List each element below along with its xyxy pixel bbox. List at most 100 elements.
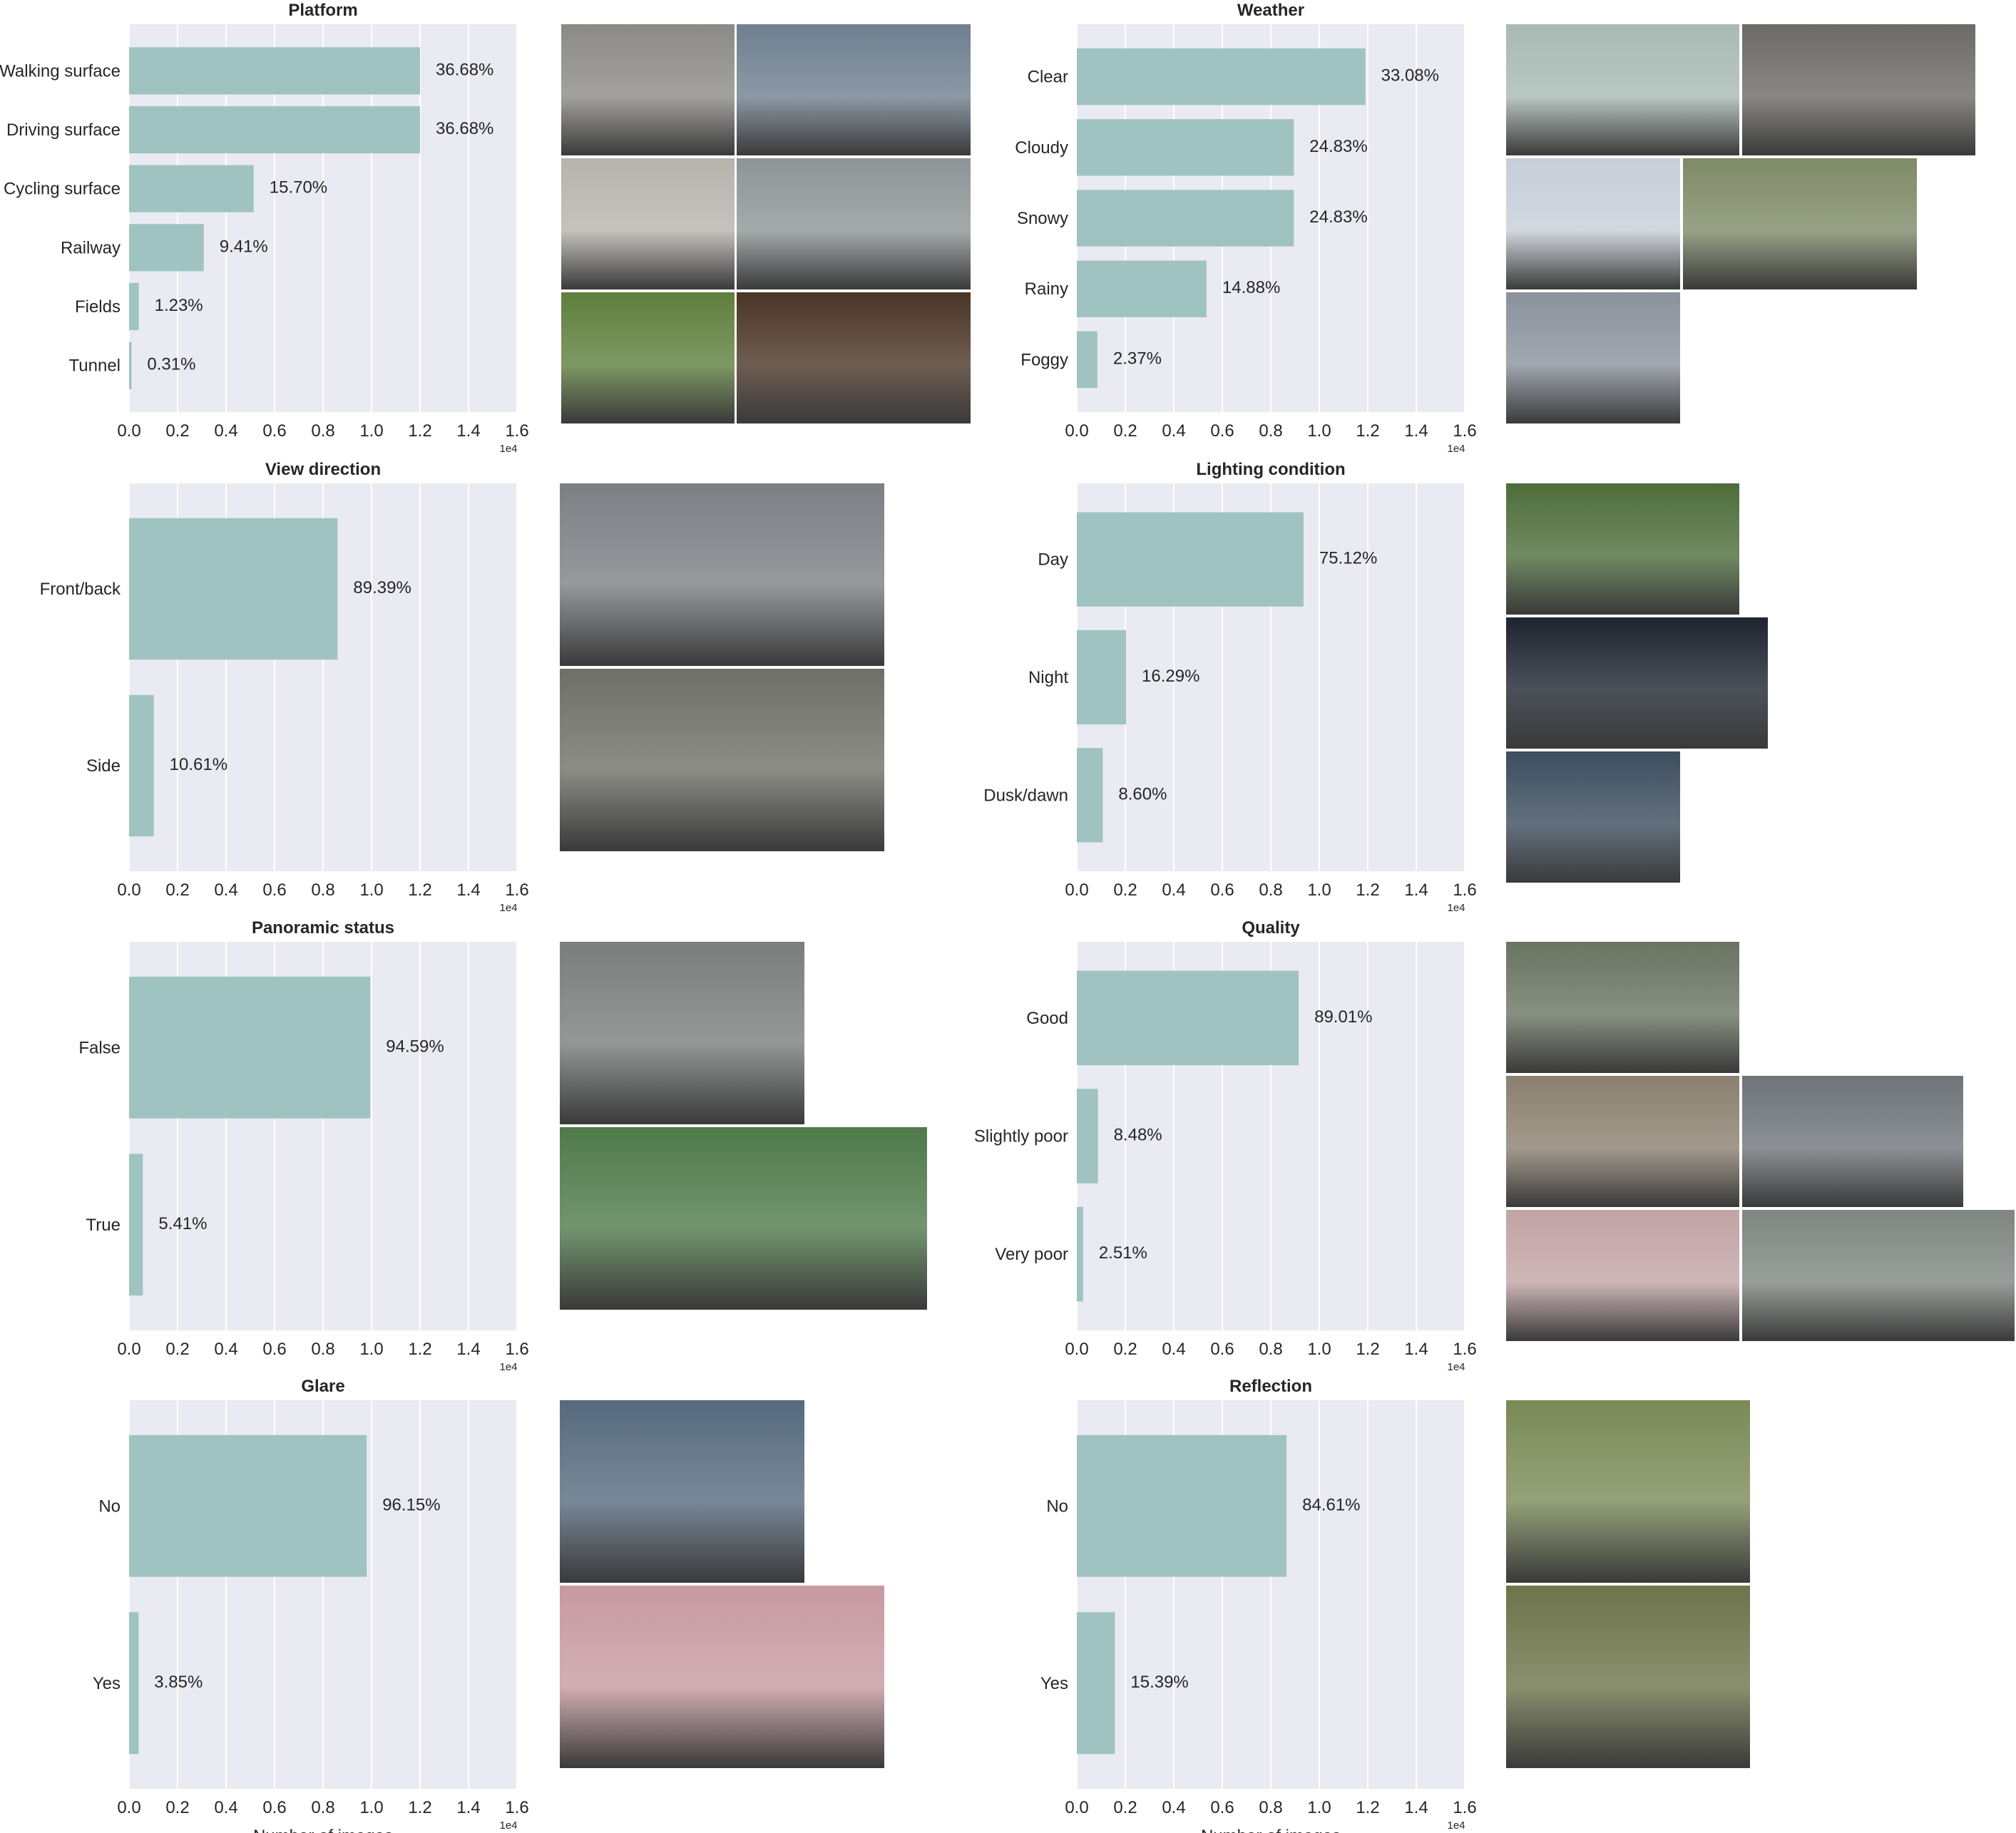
x-tick-label: 0.4 bbox=[214, 421, 237, 441]
x-tick-label: 1.2 bbox=[408, 880, 431, 900]
example-photo bbox=[1506, 942, 1739, 1073]
x-tick-label: 1.6 bbox=[505, 421, 528, 441]
x-axis-label: Number of images bbox=[1201, 1827, 1341, 1833]
example-photo bbox=[561, 24, 735, 155]
bar bbox=[1077, 190, 1294, 247]
y-tick-label: Very poor bbox=[995, 1245, 1068, 1264]
chart-glare: 0.0 0.2 0.4 0.6 0.8 1.0 1.2 1.4 1.6 1e4 Glare No 96.… bbox=[93, 1377, 529, 1833]
chart-title: Quality bbox=[1242, 918, 1300, 938]
data-label: 9.41% bbox=[220, 237, 268, 256]
x-tick-label: 0.0 bbox=[117, 421, 140, 441]
x-tick-label: 0.0 bbox=[1065, 880, 1088, 900]
x-tick-label: 0.2 bbox=[1113, 1340, 1137, 1359]
example-photo bbox=[1742, 1210, 2015, 1341]
x-tick-label: 1.2 bbox=[1356, 421, 1379, 441]
x-tick-label: 1.2 bbox=[408, 1340, 431, 1359]
example-photo bbox=[1506, 751, 1680, 883]
y-tick-label: Yes bbox=[1040, 1674, 1068, 1693]
data-label: 3.85% bbox=[154, 1673, 203, 1692]
y-tick-label: Good bbox=[1026, 1009, 1068, 1028]
x-offset-label: 1e4 bbox=[1447, 443, 1465, 455]
data-label: 16.29% bbox=[1142, 667, 1199, 686]
x-tick-label: 1.6 bbox=[505, 1798, 528, 1817]
x-tick-label: 0.2 bbox=[165, 1798, 189, 1817]
x-offset-label: 1e4 bbox=[499, 443, 517, 455]
example-photo bbox=[561, 158, 735, 289]
x-tick-label: 1.6 bbox=[1453, 1798, 1476, 1817]
x-tick-label: 0.4 bbox=[214, 1340, 237, 1359]
x-tick-label: 0.6 bbox=[262, 1798, 286, 1817]
x-tick-label: 1.0 bbox=[359, 421, 383, 441]
example-photo bbox=[1506, 1586, 1750, 1768]
x-tick-label: 0.6 bbox=[1210, 421, 1234, 441]
x-tick-label: 1.4 bbox=[1404, 880, 1428, 900]
x-tick-label: 1.0 bbox=[1307, 1340, 1331, 1359]
x-tick-label: 0.4 bbox=[1162, 421, 1185, 441]
x-tick-label: 1.2 bbox=[408, 421, 431, 441]
example-photo bbox=[560, 483, 884, 666]
x-tick-label: 0.4 bbox=[1162, 880, 1185, 900]
x-tick-label: 1.0 bbox=[1307, 1798, 1331, 1817]
example-photo bbox=[737, 292, 971, 423]
chart-panoramic-status: 0.0 0.2 0.4 0.6 0.8 1.0 1.2 1.4 1.6 1e4 Panoramic … bbox=[78, 918, 528, 1373]
example-photo bbox=[1506, 617, 1768, 749]
chart-title: View direction bbox=[265, 460, 381, 479]
data-label: 5.41% bbox=[158, 1214, 207, 1233]
data-label: 24.83% bbox=[1309, 137, 1367, 156]
y-tick-label: Cycling surface bbox=[4, 180, 121, 199]
bar bbox=[1077, 630, 1127, 725]
example-photo bbox=[1506, 292, 1680, 423]
y-tick-label: Fields bbox=[75, 297, 121, 317]
x-tick-label: 0.6 bbox=[262, 1340, 286, 1359]
x-tick-label: 1.6 bbox=[1453, 880, 1476, 900]
bar bbox=[129, 106, 420, 154]
chart-lighting-condition: 0.0 0.2 0.4 0.6 0.8 1.0 1.2 1.4 1.6 1e4 Lighting c… bbox=[983, 460, 1476, 914]
x-tick-label: 0.4 bbox=[214, 880, 237, 900]
y-tick-label: Night bbox=[1028, 668, 1068, 687]
bar bbox=[1077, 48, 1366, 106]
y-tick-label: Clear bbox=[1028, 68, 1068, 87]
example-photo bbox=[1506, 24, 1739, 155]
chart-quality: 0.0 0.2 0.4 0.6 0.8 1.0 1.2 1.4 1.6 1e4 Quality Goo… bbox=[974, 918, 1477, 1373]
y-tick-label: Tunnel bbox=[69, 356, 121, 376]
x-tick-label: 0.8 bbox=[311, 421, 334, 441]
x-offset-label: 1e4 bbox=[499, 902, 517, 914]
x-tick-label: 0.4 bbox=[1162, 1798, 1185, 1817]
x-tick-label: 1.6 bbox=[505, 1340, 528, 1359]
y-tick-label: Front/back bbox=[40, 580, 121, 599]
chart-title: Platform bbox=[288, 1, 357, 20]
x-tick-label: 0.6 bbox=[1210, 1798, 1234, 1817]
x-tick-label: 1.6 bbox=[1453, 421, 1476, 441]
x-tick-label: 0.8 bbox=[311, 880, 334, 900]
x-tick-label: 0.8 bbox=[311, 1798, 334, 1817]
x-tick-label: 0.0 bbox=[1065, 1798, 1088, 1817]
example-photo bbox=[1506, 1400, 1750, 1583]
bar bbox=[1077, 260, 1207, 317]
x-tick-label: 0.6 bbox=[262, 421, 286, 441]
bar bbox=[1077, 970, 1299, 1066]
chart-title: Reflection bbox=[1229, 1377, 1312, 1396]
x-tick-label: 1.0 bbox=[359, 1340, 383, 1359]
x-offset-label: 1e4 bbox=[1447, 1361, 1465, 1373]
x-tick-label: 1.0 bbox=[359, 880, 383, 900]
y-tick-label: Foggy bbox=[1020, 350, 1068, 369]
y-tick-label: No bbox=[98, 1496, 121, 1516]
x-tick-label: 0.2 bbox=[1113, 880, 1137, 900]
bar bbox=[129, 518, 338, 660]
y-tick-label: Dusk/dawn bbox=[983, 786, 1068, 805]
chart-title: Lighting condition bbox=[1196, 460, 1345, 479]
bar bbox=[1077, 1612, 1115, 1755]
x-tick-label: 0.2 bbox=[165, 1340, 189, 1359]
x-offset-label: 1e4 bbox=[499, 1819, 517, 1832]
x-tick-label: 1.2 bbox=[1356, 880, 1379, 900]
data-label: 15.39% bbox=[1130, 1673, 1188, 1692]
x-tick-label: 0.4 bbox=[1162, 1340, 1185, 1359]
bar bbox=[1077, 119, 1294, 176]
example-photo bbox=[560, 942, 804, 1124]
data-label: 0.31% bbox=[147, 355, 195, 374]
bar bbox=[129, 282, 139, 331]
x-tick-label: 1.4 bbox=[456, 421, 480, 441]
bar bbox=[129, 1154, 143, 1296]
example-photo bbox=[1742, 1076, 1963, 1207]
